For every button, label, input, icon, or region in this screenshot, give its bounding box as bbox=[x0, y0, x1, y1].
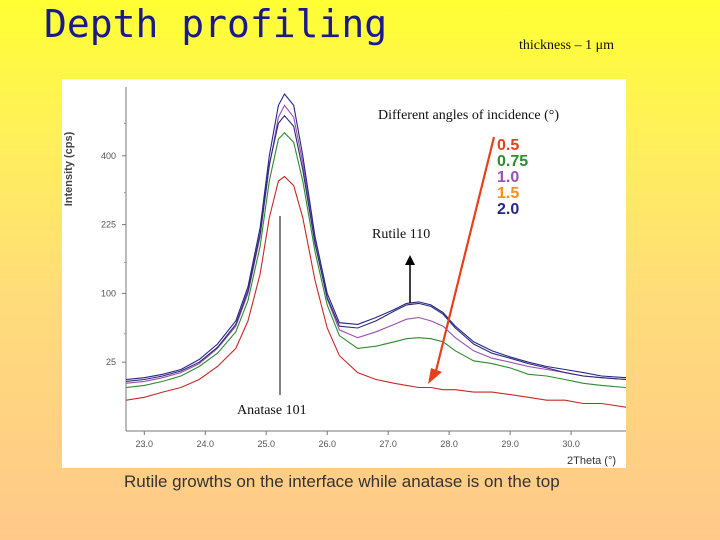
x-tick-label: 25.0 bbox=[257, 439, 275, 449]
x-tick-label: 28.0 bbox=[440, 439, 458, 449]
series-line-0-5 bbox=[125, 175, 626, 408]
rutile-up-arrow-head bbox=[405, 255, 415, 265]
slide-title: Depth profiling bbox=[44, 2, 388, 46]
series-line-2-0 bbox=[125, 93, 626, 381]
x-axis-label: 2Theta (°) bbox=[567, 455, 616, 467]
thickness-label: thickness – 1 μm bbox=[519, 38, 614, 53]
x-tick-label: 23.0 bbox=[136, 439, 154, 449]
x-tick-label: 26.0 bbox=[318, 439, 336, 449]
trend-arrow-head bbox=[428, 368, 442, 384]
incidence-legend: 0.50.751.01.52.0 bbox=[497, 137, 528, 218]
legend-item-1-5: 1.5 bbox=[497, 185, 519, 202]
y-tick-label: 25 bbox=[106, 357, 116, 367]
plot-panel: Intensity (cps) 2Theta (°) 23.0 24.0 25.0 2… bbox=[62, 79, 626, 468]
rutile-label: Rutile 110 bbox=[372, 227, 430, 242]
series-line-1-5 bbox=[125, 114, 626, 382]
y-tick-label: 225 bbox=[101, 220, 116, 230]
x-tick-label: 24.0 bbox=[197, 439, 215, 449]
anatase-label: Anatase 101 bbox=[237, 403, 307, 418]
y-axis-label: Intensity (cps) bbox=[63, 131, 75, 206]
x-tick-label: 30.0 bbox=[562, 439, 580, 449]
trend-arrow-line bbox=[433, 136, 496, 376]
y-tick-label: 400 bbox=[101, 151, 116, 161]
xrd-depth-profile-chart: Intensity (cps) 2Theta (°) 23.0 24.0 25.0 2… bbox=[63, 87, 626, 467]
slide-caption: Rutile growths on the interface while an… bbox=[124, 472, 560, 491]
series-lines bbox=[125, 93, 626, 408]
incidence-legend-title: Different angles of incidence (°) bbox=[378, 108, 559, 123]
x-tick-label: 29.0 bbox=[501, 439, 519, 449]
legend-item-1-0: 1.0 bbox=[497, 169, 519, 186]
legend-item-0-5: 0.5 bbox=[497, 137, 519, 154]
series-line-1-0 bbox=[125, 104, 626, 384]
series-line-0-75 bbox=[125, 131, 626, 389]
legend-item-0-75: 0.75 bbox=[497, 153, 528, 170]
x-tick-label: 27.0 bbox=[379, 439, 397, 449]
legend-item-2-0: 2.0 bbox=[497, 201, 519, 218]
axis-ticks: 23.0 24.0 25.0 26.0 27.0 28.0 29.0 30.0 25 100 225… bbox=[101, 122, 580, 449]
y-tick-label: 100 bbox=[101, 288, 116, 298]
